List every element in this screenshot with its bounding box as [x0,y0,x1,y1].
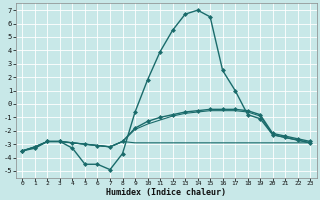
X-axis label: Humidex (Indice chaleur): Humidex (Indice chaleur) [106,188,226,197]
